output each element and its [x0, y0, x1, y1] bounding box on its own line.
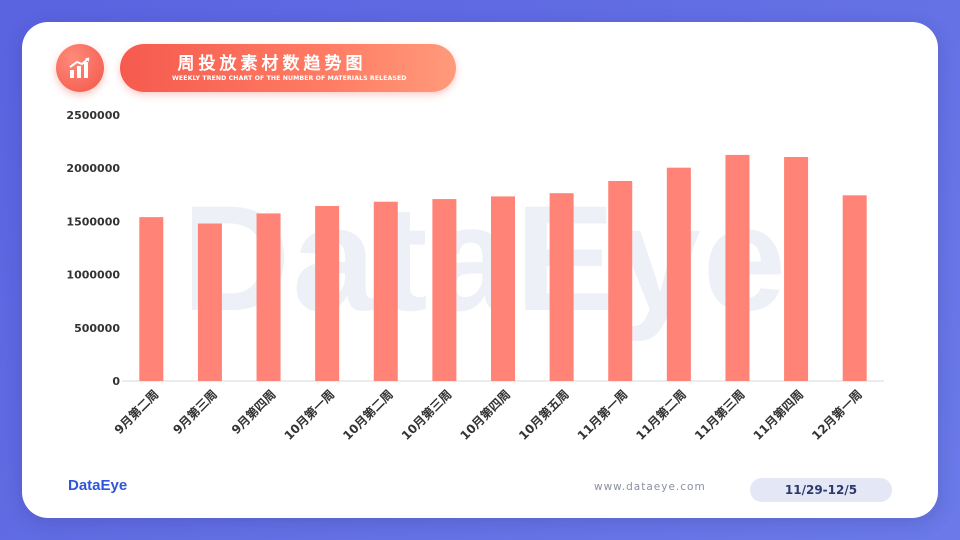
x-tick-label: 11月第一周 [574, 387, 630, 443]
y-tick-label: 1500000 [66, 215, 120, 228]
x-tick-label: 9月第四周 [228, 387, 278, 437]
y-tick-label: 1000000 [66, 269, 120, 282]
bar [197, 223, 222, 381]
x-tick-label: 12月第一周 [808, 387, 864, 443]
bar [491, 196, 515, 381]
y-tick-label: 0 [112, 375, 120, 388]
x-tick-label: 11月第二周 [633, 387, 689, 443]
bar [608, 180, 633, 381]
x-tick-label: 10月第二周 [340, 387, 396, 443]
x-tick-label: 11月第三周 [691, 387, 747, 443]
x-tick-label: 10月第五周 [515, 387, 571, 443]
bar [549, 193, 574, 381]
title-banner: 周投放素材数趋势图 WEEKLY TREND CHART OF THE NUMB… [120, 44, 456, 92]
chart-icon-badge [56, 44, 104, 92]
bar [256, 213, 281, 381]
page-subtitle: WEEKLY TREND CHART OF THE NUMBER OF MATE… [172, 75, 407, 82]
page-title: 周投放素材数趋势图 [177, 54, 367, 74]
x-tick-label: 10月第四周 [457, 387, 513, 443]
bar [784, 157, 809, 381]
bar [373, 201, 398, 381]
x-tick-label: 10月第一周 [281, 387, 337, 443]
footer-logo: DataEye [68, 477, 128, 494]
x-tick-label: 11月第四周 [750, 387, 806, 443]
y-tick-label: 2000000 [66, 162, 120, 175]
chart-card: 周投放素材数趋势图 WEEKLY TREND CHART OF THE NUMB… [22, 22, 938, 518]
y-tick-label: 500000 [74, 322, 120, 335]
footer-url: www.dataeye.com [594, 481, 706, 493]
bar [842, 195, 867, 381]
bar [139, 217, 164, 381]
x-tick-label: 9月第三周 [170, 387, 220, 437]
x-tick-label: 10月第三周 [398, 387, 454, 443]
bar [432, 199, 457, 381]
chart-growth-icon [69, 57, 90, 78]
bar [725, 154, 750, 381]
bar [666, 167, 691, 381]
bar [315, 205, 340, 381]
x-tick-label: 9月第二周 [111, 387, 161, 437]
bar-chart: 0 500000 1000000 1500000 2000000 2500000 9月第二周… [66, 109, 884, 443]
date-range-badge: 11/29-12/5 [750, 478, 892, 502]
y-tick-label: 2500000 [66, 109, 120, 122]
